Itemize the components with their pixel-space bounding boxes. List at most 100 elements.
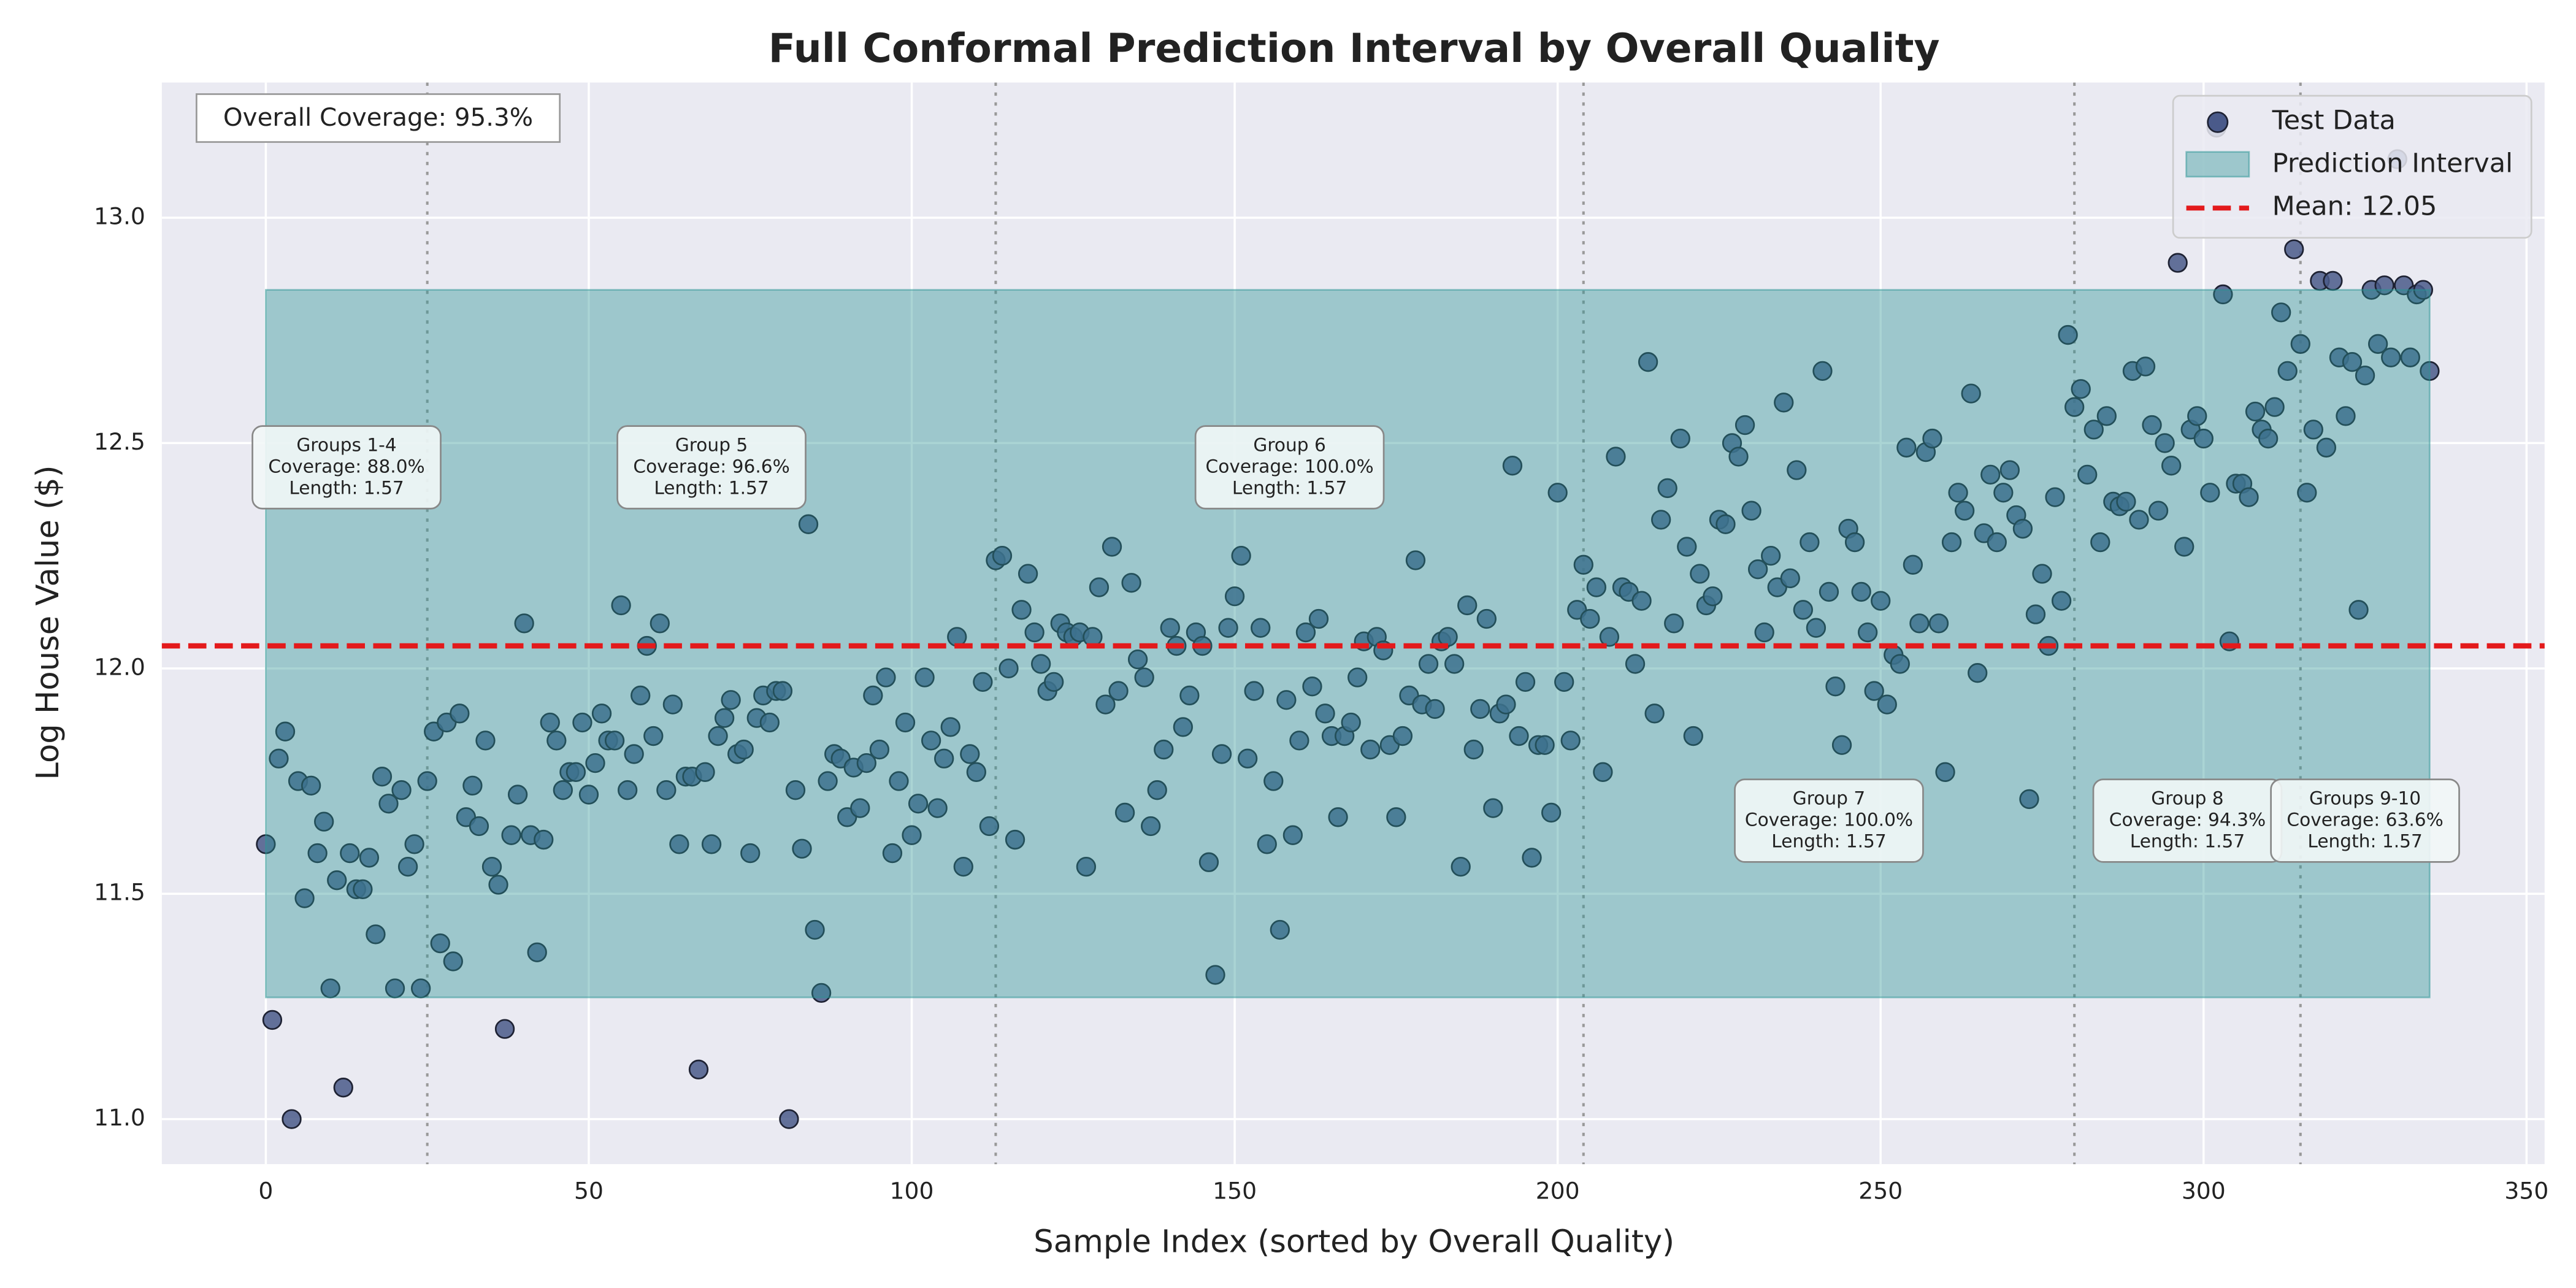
data-point	[404, 834, 424, 854]
data-point	[1871, 591, 1891, 611]
data-point	[2245, 401, 2266, 422]
data-point	[714, 708, 735, 728]
data-point	[1987, 532, 2007, 553]
y-tick-label: 12.0	[94, 653, 145, 680]
data-point	[572, 712, 592, 733]
data-point	[1451, 856, 1471, 877]
data-point	[1806, 618, 1827, 638]
data-point	[1509, 726, 1529, 746]
group-annotation: Length: 1.57	[1771, 831, 1886, 852]
data-point	[2277, 361, 2298, 381]
data-point	[1244, 681, 1264, 701]
data-point	[1968, 663, 1988, 683]
data-point	[1154, 739, 1174, 760]
data-point	[1179, 685, 1200, 706]
coverage-text: Overall Coverage: 95.3%	[223, 103, 533, 132]
data-point	[2129, 510, 2149, 530]
data-point	[282, 1109, 302, 1129]
data-point	[2323, 270, 2343, 291]
data-point	[966, 762, 986, 782]
coverage-box	[196, 93, 561, 143]
data-point	[2071, 379, 2091, 399]
group-annotation: Length: 1.57	[654, 477, 769, 498]
data-point	[1541, 802, 1562, 823]
data-point	[1554, 672, 1574, 692]
x-axis-label: Sample Index (sorted by Overall Quality)	[1033, 1224, 1674, 1260]
data-point	[708, 726, 728, 746]
data-point	[1476, 608, 1497, 629]
data-point	[514, 613, 534, 634]
data-point	[2336, 406, 2356, 426]
data-point	[1031, 654, 1051, 674]
data-point	[2381, 347, 2401, 367]
data-point	[2083, 420, 2104, 440]
data-point	[527, 942, 547, 962]
legend-marker	[2185, 151, 2250, 178]
data-point	[656, 780, 677, 800]
data-point	[2174, 537, 2195, 557]
data-point	[631, 685, 651, 706]
data-point	[1761, 545, 1781, 566]
data-point	[882, 843, 903, 864]
data-point	[1289, 730, 1309, 751]
data-point	[869, 739, 890, 760]
data-point	[1593, 762, 1613, 782]
x-tick-label: 350	[2504, 1177, 2548, 1204]
x-tick-label: 0	[258, 1177, 273, 1204]
data-point	[973, 672, 993, 692]
data-point	[2297, 483, 2317, 503]
data-point	[1774, 393, 1794, 413]
x-tick-label: 200	[1536, 1177, 1580, 1204]
data-point	[1121, 573, 1141, 593]
data-point	[1935, 762, 1955, 782]
data-point	[669, 834, 689, 854]
data-point	[1114, 802, 1135, 823]
data-point	[1089, 577, 1110, 597]
data-point	[1011, 600, 1032, 620]
group-box	[1194, 425, 1385, 510]
data-point	[372, 767, 393, 787]
data-point	[469, 816, 489, 837]
legend-label: Mean: 12.05	[2272, 191, 2437, 222]
y-tick-label: 11.5	[94, 879, 145, 906]
data-point	[417, 771, 437, 791]
data-point	[1903, 554, 1923, 575]
group-annotation: Length: 1.57	[289, 477, 404, 498]
data-point	[546, 730, 567, 751]
data-point	[475, 730, 496, 751]
data-point	[2161, 456, 2182, 476]
data-point	[1715, 514, 1736, 534]
data-point	[1547, 483, 1568, 503]
data-point	[992, 545, 1013, 566]
data-point	[1928, 613, 1949, 634]
data-point	[1147, 780, 1167, 800]
data-point	[307, 843, 328, 864]
data-point	[2367, 334, 2388, 354]
data-point	[1954, 500, 1975, 521]
data-point	[1606, 447, 1626, 467]
data-point	[2400, 347, 2420, 367]
data-point	[585, 753, 605, 773]
data-point	[540, 712, 560, 733]
data-point	[818, 771, 838, 791]
data-point	[578, 784, 599, 805]
data-point	[1218, 618, 1238, 638]
data-point	[450, 703, 470, 724]
data-point	[721, 690, 741, 710]
data-point	[1664, 613, 1684, 634]
data-point	[2355, 366, 2375, 386]
data-point	[262, 1010, 283, 1030]
legend-box	[2172, 94, 2532, 239]
data-point	[1005, 829, 1025, 850]
data-point	[1302, 677, 1322, 697]
data-point	[2058, 324, 2078, 345]
data-point	[1102, 537, 1122, 557]
data-point	[301, 775, 321, 796]
data-point	[662, 694, 683, 715]
data-point	[876, 667, 896, 688]
data-point	[2155, 433, 2175, 453]
data-point	[1231, 545, 1251, 566]
data-point	[805, 919, 825, 940]
data-point	[430, 933, 450, 954]
